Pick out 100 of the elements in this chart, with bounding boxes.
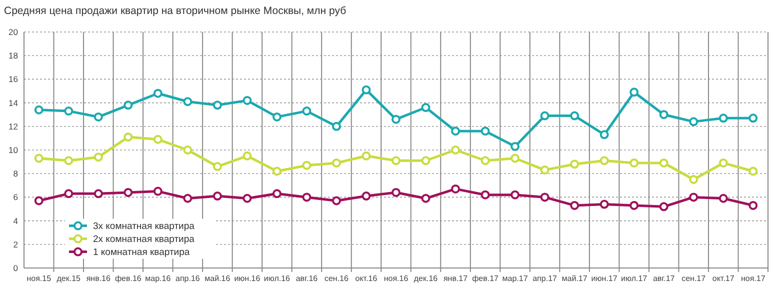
x-tick-label: сен.16 <box>324 274 350 283</box>
point <box>94 189 103 198</box>
point <box>570 200 580 210</box>
point <box>332 122 341 131</box>
point <box>362 151 371 160</box>
point <box>94 152 103 162</box>
point <box>540 192 550 202</box>
point <box>64 156 74 166</box>
point <box>362 192 371 201</box>
point <box>718 194 728 203</box>
point <box>392 114 400 124</box>
point <box>451 184 460 194</box>
point <box>451 126 460 136</box>
point <box>124 188 133 197</box>
point <box>451 146 460 154</box>
point <box>34 196 44 206</box>
point <box>659 158 668 168</box>
y-tick-label: 20 <box>8 26 18 37</box>
point <box>718 158 728 168</box>
point <box>362 85 371 94</box>
point <box>570 160 580 169</box>
point <box>659 202 668 212</box>
y-tick-label: 10 <box>8 144 18 155</box>
point <box>421 156 430 166</box>
x-tick-label: ноя.15 <box>26 274 52 283</box>
point <box>183 97 192 106</box>
point <box>600 130 609 140</box>
point <box>392 156 400 166</box>
y-tick-label: 2 <box>13 239 18 250</box>
y-tick-label: 8 <box>13 168 18 179</box>
point <box>124 132 133 142</box>
x-tick-label: сен.17 <box>682 274 706 283</box>
y-tick-label: 4 <box>13 216 18 226</box>
x-tick-label: янв.16 <box>86 274 112 283</box>
point <box>600 200 609 209</box>
y-tick-label: 14 <box>8 98 18 108</box>
point <box>630 88 639 97</box>
point <box>421 103 430 112</box>
point <box>272 189 282 198</box>
point <box>689 117 698 126</box>
y-tick-label: 6 <box>13 192 18 202</box>
point <box>510 154 520 163</box>
point <box>392 188 400 197</box>
point <box>332 158 341 168</box>
point <box>689 192 698 202</box>
point <box>242 194 252 203</box>
point <box>272 112 282 122</box>
point <box>302 192 312 202</box>
point <box>153 134 162 144</box>
point <box>480 156 490 166</box>
x-tick-label: янв.17 <box>443 274 468 283</box>
point <box>689 175 698 184</box>
x-tick-label: мар.16 <box>145 274 172 283</box>
x-tick-label: фев.16 <box>114 274 142 283</box>
point <box>510 190 520 200</box>
x-tick-label: мар.17 <box>502 274 528 283</box>
x-tick-label: июн.16 <box>234 274 261 283</box>
point <box>748 114 758 123</box>
y-tick-label: 16 <box>8 74 18 84</box>
point <box>272 166 282 176</box>
point <box>212 162 222 172</box>
x-tick-label: апр.17 <box>532 274 558 283</box>
point <box>659 110 668 120</box>
y-tick-label: 18 <box>8 50 18 61</box>
point <box>183 146 192 154</box>
point <box>94 112 103 122</box>
point <box>540 111 550 120</box>
x-tick-label: дек.15 <box>56 274 82 283</box>
point <box>510 142 520 151</box>
x-tick-label: фев.17 <box>472 274 500 283</box>
point <box>34 105 44 114</box>
point <box>630 158 639 168</box>
legend-label: 3х комнатная квартира <box>93 221 196 232</box>
point <box>212 192 222 201</box>
point <box>64 189 74 198</box>
point <box>64 106 74 116</box>
point <box>600 156 609 166</box>
point <box>302 160 312 170</box>
point <box>153 88 162 98</box>
x-tick-label: июл.17 <box>621 274 648 283</box>
x-tick-label: апр.16 <box>176 274 200 283</box>
x-tick-label: авг.16 <box>296 274 318 283</box>
chart-title: Средняя цена продажи квартир на вторичном рынке Москвы, млн руб <box>4 5 346 17</box>
point <box>34 154 44 163</box>
x-tick-label: окт.16 <box>355 274 378 283</box>
point <box>124 100 133 110</box>
point <box>718 114 728 123</box>
point <box>480 190 490 200</box>
x-tick-label: ноя.16 <box>384 274 409 283</box>
x-tick-label: окт.17 <box>712 274 735 283</box>
point <box>421 194 430 203</box>
x-tick-label: июн.17 <box>591 274 618 283</box>
point <box>748 200 758 210</box>
x-tick-label: дек.16 <box>414 274 438 283</box>
y-tick-label: 12 <box>8 121 18 132</box>
x-tick-label: ноя.17 <box>740 274 766 283</box>
point <box>242 96 252 105</box>
point <box>302 106 312 116</box>
point <box>570 111 580 120</box>
legend-label: 2х комнатная квартира <box>93 234 196 246</box>
